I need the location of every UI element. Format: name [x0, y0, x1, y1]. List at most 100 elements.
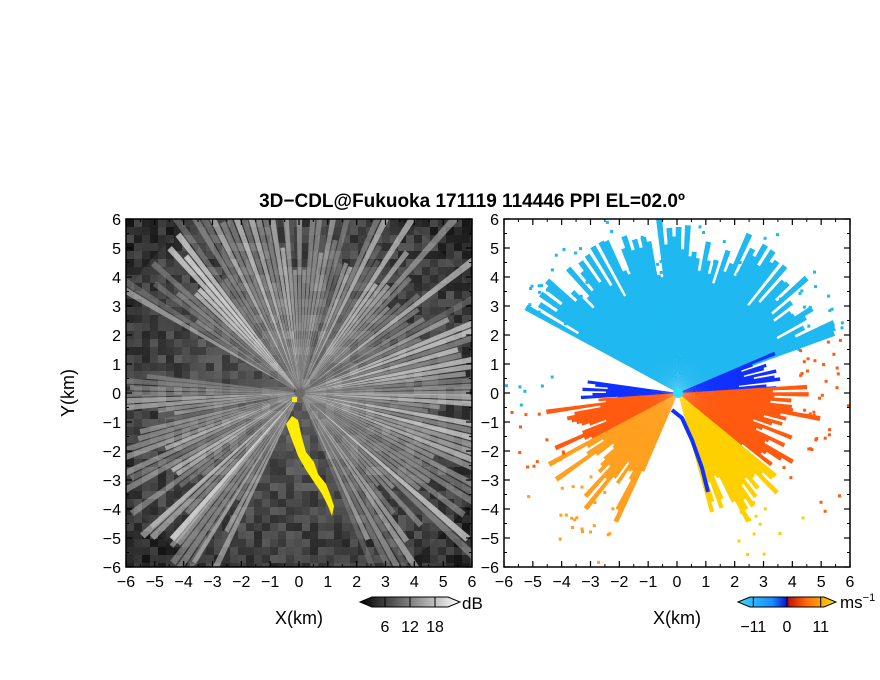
noise-cell: [190, 219, 198, 227]
velocity-pixel: [827, 433, 831, 437]
noise-cell: [134, 507, 142, 515]
noise-cell: [438, 563, 446, 567]
chart-title: 3D−CDL@Fukuoka 171119 114446 PPI EL=02.0…: [259, 191, 685, 212]
velocity-pixel: [529, 287, 533, 290]
noise-cell: [158, 539, 166, 547]
y-tick-label: −3: [481, 473, 499, 490]
noise-cell: [158, 243, 166, 251]
velocity-pixel: [713, 260, 717, 264]
velocity-pixel: [571, 485, 575, 489]
velocity-ray: [627, 393, 678, 472]
noise-cell: [142, 251, 150, 259]
velocity-pixel: [818, 396, 821, 400]
noise-cell: [126, 499, 134, 507]
velocity-ray: [612, 393, 678, 449]
velocity-pixel: [528, 303, 532, 307]
noise-cell: [454, 555, 462, 563]
velocity-pixel: [561, 450, 565, 454]
velocity-ray: [678, 393, 775, 399]
velocity-pixel: [763, 236, 767, 240]
velocity-ray: [678, 393, 781, 417]
noise-cell: [134, 531, 142, 539]
velocity-pixel: [862, 414, 865, 417]
noise-cell: [454, 235, 462, 243]
velocity-ray: [678, 393, 773, 467]
colorbar-tick-label: 18: [426, 619, 444, 636]
noise-cell: [462, 563, 470, 567]
velocity-ray: [612, 393, 678, 446]
velocity-pixel: [813, 270, 816, 274]
velocity-pixel: [535, 460, 539, 464]
velocity-pixel: [578, 314, 582, 318]
noise-cell: [470, 283, 472, 291]
reflectivity-y-axis-title: Y(km): [58, 369, 78, 417]
x-tick-label: −2: [232, 574, 250, 591]
noise-cell: [446, 251, 454, 259]
velocity-ray: [678, 319, 776, 393]
velocity-pixel: [827, 294, 831, 298]
velocity-pixel: [828, 309, 832, 313]
y-tick-label: −1: [481, 415, 499, 432]
velocity-ray: [678, 281, 790, 393]
noise-cell: [134, 227, 142, 235]
velocity-pixel: [694, 261, 698, 265]
velocity-ray: [678, 251, 697, 393]
noise-cell: [134, 515, 142, 523]
velocity-ray: [678, 270, 702, 393]
velocity-pixel: [616, 512, 620, 516]
colorbar-tick-label: 12: [401, 619, 419, 636]
velocity-ray: [555, 308, 678, 393]
velocity-ray: [605, 390, 678, 394]
noise-cell: [462, 275, 470, 283]
velocity-pixel: [758, 522, 762, 526]
velocity-pixel: [491, 382, 494, 385]
noise-cell: [462, 507, 470, 515]
velocity-ray: [570, 289, 678, 393]
velocity-ray: [678, 393, 821, 422]
velocity-pixel: [736, 272, 740, 276]
velocity-pixel: [518, 385, 522, 389]
velocity-ray: [586, 393, 678, 456]
velocity-pixel: [802, 360, 806, 364]
velocity-pixel: [782, 466, 786, 470]
velocity-pixel: [838, 494, 841, 498]
x-tick-label: −4: [553, 574, 571, 591]
velocity-pixel: [806, 369, 809, 373]
y-tick-label: −2: [481, 444, 499, 461]
velocity-pixel: [858, 364, 861, 367]
y-tick-label: −4: [481, 502, 499, 519]
noise-cell: [454, 531, 462, 539]
noise-cell: [190, 563, 198, 567]
velocity-pixel: [532, 464, 536, 468]
velocity-pixel: [828, 428, 832, 432]
noise-cell: [454, 251, 462, 259]
velocity-ray: [678, 275, 809, 393]
noise-cell: [134, 243, 142, 251]
velocity-pixel: [812, 410, 816, 414]
noise-cell: [430, 219, 438, 227]
velocity-ray: [592, 306, 678, 393]
x-tick-label: 4: [788, 574, 797, 591]
x-tick-label: 3: [759, 574, 768, 591]
noise-cell: [142, 523, 150, 531]
velocity-ray: [678, 393, 779, 495]
y-tick-label: 3: [490, 299, 499, 316]
velocity-ray: [524, 304, 678, 393]
x-tick-label: 1: [701, 574, 710, 591]
noise-cell: [126, 227, 134, 235]
velocity-pixel: [526, 465, 530, 469]
velocity-pixel: [823, 436, 827, 440]
velocity-ray: [678, 249, 776, 393]
velocity-pixel: [857, 389, 860, 392]
velocity-ray: [678, 249, 731, 393]
velocity-pixel: [538, 290, 542, 294]
velocity-pixel: [779, 297, 783, 301]
noise-cell: [166, 563, 174, 567]
velocity-pixel: [840, 321, 844, 325]
velocity-colorbar-unit-base: ms: [840, 593, 863, 612]
x-tick-label: −1: [261, 574, 279, 591]
velocity-pixel: [838, 338, 842, 342]
velocity-ray: [609, 284, 678, 393]
velocity-ray: [603, 393, 678, 460]
velocity-pixel: [799, 373, 803, 377]
